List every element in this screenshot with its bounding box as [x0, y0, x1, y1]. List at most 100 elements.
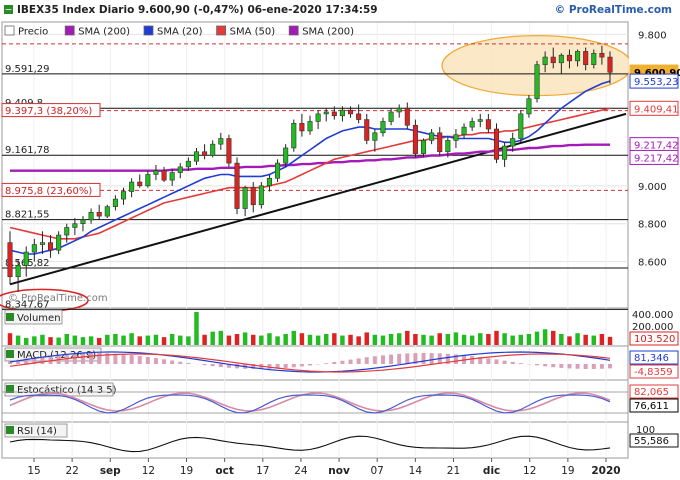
legend-label: SMA (50)	[230, 27, 276, 38]
sma200-line	[10, 143, 610, 172]
date-label: 19	[561, 465, 574, 477]
macd-histogram-bar	[121, 354, 126, 364]
candle-body	[591, 52, 597, 65]
price-marker-label: 9.553,23	[634, 77, 679, 88]
volume-bar	[559, 334, 564, 345]
macd-histogram-bar	[97, 353, 102, 364]
volume-bar	[129, 333, 134, 345]
stochastic-marker-box	[629, 398, 679, 413]
volume-bar	[242, 332, 248, 345]
candle-body	[218, 138, 224, 145]
volume-bar	[364, 332, 369, 345]
volume-bar	[518, 334, 524, 345]
stochastic-k-line	[9, 394, 611, 414]
macd-histogram-bar	[470, 356, 475, 364]
volume-bar	[169, 334, 175, 345]
candle-body	[48, 242, 54, 251]
volume-bar	[437, 333, 442, 345]
candle-body	[153, 170, 159, 175]
macd-histogram-bar	[567, 364, 572, 369]
candle-body	[72, 223, 78, 228]
volume-bar	[137, 336, 142, 345]
macd-histogram-bar	[429, 353, 434, 364]
collapse-icon[interactable]	[6, 350, 14, 358]
volume-bar	[510, 335, 515, 345]
macd-marker-label: -4,8359	[634, 367, 673, 378]
candle-body	[242, 187, 248, 209]
price-marker-box	[629, 73, 679, 89]
macd-histogram-bar	[559, 364, 564, 368]
watermark-price: © ProRealTime.com	[8, 293, 108, 304]
legend-swatch[interactable]	[216, 25, 227, 36]
legend-swatch[interactable]	[4, 25, 15, 36]
volume-bar	[323, 334, 329, 345]
fibonacci-label: 8.975,8 (23,60%)	[5, 186, 92, 197]
volume-bar	[113, 334, 118, 345]
volume-bar	[494, 330, 499, 345]
volume-bar	[299, 333, 305, 345]
collapse-icon[interactable]	[6, 313, 14, 321]
candle-body	[104, 206, 110, 217]
price-marker-label: 9.409,41	[634, 104, 679, 115]
volume-bar	[32, 336, 37, 345]
candle-body	[518, 113, 524, 139]
candle-body	[566, 54, 572, 62]
collapse-icon[interactable]	[6, 426, 14, 434]
candle-body	[477, 119, 483, 122]
macd-signal-line	[9, 353, 611, 373]
y-tick-label: 9.800	[638, 30, 667, 41]
candle-body	[550, 56, 556, 64]
candle-body	[404, 107, 410, 126]
candle-body	[315, 113, 321, 122]
legend-swatch[interactable]	[143, 25, 154, 36]
macd-histogram-bar	[153, 358, 158, 364]
macd-histogram-bar	[283, 364, 288, 368]
candle-body	[575, 51, 581, 62]
legend-swatch[interactable]	[288, 25, 299, 36]
macd-histogram-bar	[113, 353, 118, 364]
macd-marker-box	[629, 350, 679, 365]
macd-histogram-bar	[129, 355, 134, 364]
macd-histogram-bar	[510, 361, 515, 364]
collapse-icon[interactable]	[6, 385, 14, 393]
volume-bar	[88, 336, 94, 345]
macd-histogram-bar	[421, 353, 426, 364]
stochastic-marker-label: 82,065	[634, 387, 669, 398]
macd-histogram-bar	[324, 363, 329, 364]
date-label: nov	[328, 465, 350, 477]
candle-body	[299, 123, 305, 132]
date-axis: 15 22 sep 12 19 oct 17 24 nov 07 14 21 dic 12 19 2020	[27, 458, 621, 477]
volume-bar	[315, 335, 321, 345]
moving-averages	[9, 80, 611, 255]
chart-header: − IBEX35 Index Diario 9.600,90 (-0,47%) …	[4, 4, 672, 16]
price-marker-label: 9.217,42	[634, 153, 679, 164]
stochastic-marker-box	[629, 384, 679, 399]
candle-body	[534, 64, 540, 100]
collapse-icon[interactable]	[4, 5, 13, 14]
volume-bar	[453, 332, 459, 345]
candle-body	[502, 145, 508, 160]
legend-label: SMA (20)	[157, 27, 203, 38]
date-label: 22	[65, 465, 78, 477]
stochastic-title: Estocástico (14 3 5)	[17, 384, 117, 396]
volume-bar	[380, 335, 386, 345]
macd-histogram-bar	[340, 360, 345, 364]
date-label: sep	[100, 465, 121, 477]
macd-histogram-bar	[518, 363, 523, 364]
volume-bar	[267, 333, 272, 345]
horizontal-levels: 9.591,299.409,89.161,788.821,558.565,828…	[1, 43, 628, 310]
macd-histogram-bar	[405, 353, 410, 364]
legend-swatch[interactable]	[64, 25, 75, 36]
macd-histogram-bar	[308, 364, 312, 366]
price-marker-label: 9.600,90	[634, 68, 680, 79]
candle-body	[7, 242, 13, 278]
fibonacci-label-box	[1, 182, 101, 197]
candle-body	[112, 198, 118, 207]
date-label: 21	[447, 465, 460, 477]
level-label: 8.347,67	[5, 299, 50, 310]
candle-body	[210, 143, 216, 156]
macd-marker-label: 81,346	[634, 353, 669, 364]
